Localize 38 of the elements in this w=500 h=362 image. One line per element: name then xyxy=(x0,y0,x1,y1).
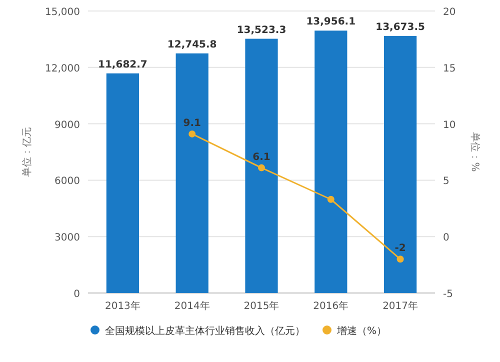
legend-label: 全国规模以上皮革主体行业销售收入（亿元） xyxy=(105,325,305,337)
bar xyxy=(314,30,348,293)
data-label: 13,673.5 xyxy=(376,22,426,33)
data-label: 9.1 xyxy=(183,118,201,129)
y-tick-label: 6000 xyxy=(54,176,80,188)
point xyxy=(396,256,404,263)
y-tick-label: 12,000 xyxy=(45,63,80,74)
point xyxy=(327,196,334,203)
data-label: 6.1 xyxy=(252,152,270,163)
data-label: 11,682.7 xyxy=(98,59,148,70)
data-label: -2 xyxy=(394,243,406,254)
y2-tick-label: 5 xyxy=(443,176,450,188)
x-tick-label: 2015年 xyxy=(244,300,280,312)
y2-tick-label: 20 xyxy=(443,7,456,18)
y-tick-label: 9000 xyxy=(54,120,80,131)
y2-tick-label: -5 xyxy=(443,289,453,300)
y-tick-label: 3000 xyxy=(54,232,80,244)
legend-label: 增速（%） xyxy=(336,325,387,337)
point xyxy=(188,130,196,138)
x-tick-label: 2013年 xyxy=(104,300,140,312)
data-label: 13,523.3 xyxy=(236,24,286,36)
x-tick-label: 2017年 xyxy=(382,300,418,312)
bar xyxy=(176,53,208,293)
y2-axis-title: 单位：% xyxy=(469,132,481,172)
bar xyxy=(245,38,278,293)
data-label: 12,745.8 xyxy=(167,39,217,50)
y2-tick-label: 10 xyxy=(443,120,456,131)
point xyxy=(258,164,265,172)
bar xyxy=(106,73,140,293)
x-tick-label: 2014年 xyxy=(174,300,210,312)
y-tick-label: 15,000 xyxy=(45,7,80,18)
y2-tick-label: 15 xyxy=(443,63,456,74)
y-tick-label: 0 xyxy=(74,289,80,300)
y-axis-title: 单位：亿元 xyxy=(21,127,33,177)
bar xyxy=(384,36,417,293)
data-label: 13,956.1 xyxy=(306,16,356,28)
x-tick-label: 2016年 xyxy=(313,300,349,312)
y2-tick-label: 0 xyxy=(443,232,450,244)
